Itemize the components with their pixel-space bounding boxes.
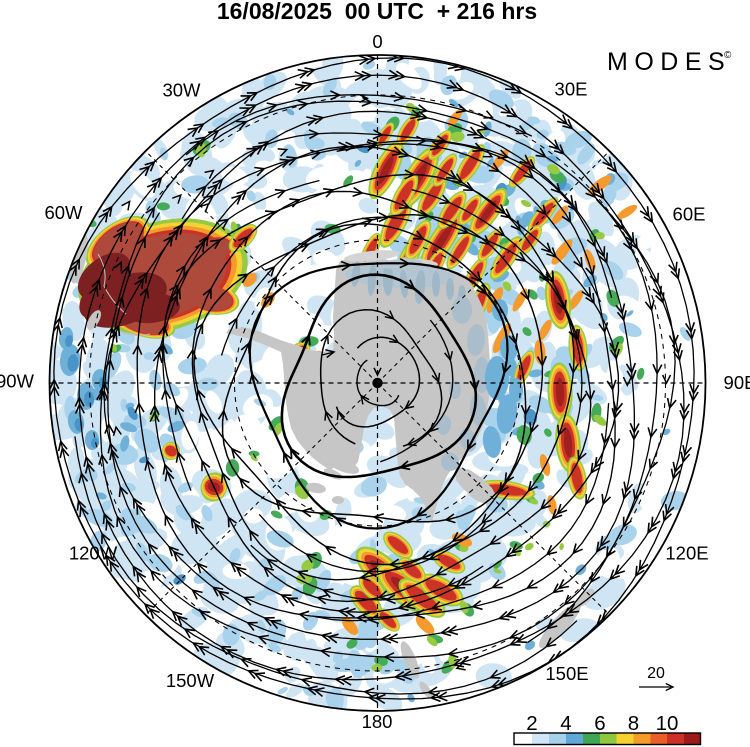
svg-text:90W: 90W	[0, 371, 35, 392]
svg-text:©: ©	[724, 50, 732, 61]
svg-text:120E: 120E	[665, 543, 708, 564]
svg-text:120W: 120W	[69, 543, 118, 564]
svg-text:0: 0	[372, 31, 382, 52]
svg-text:60W: 60W	[44, 202, 83, 223]
svg-text:2: 2	[526, 712, 537, 735]
svg-text:150E: 150E	[545, 663, 588, 684]
svg-text:4: 4	[560, 712, 571, 735]
svg-text:8: 8	[628, 712, 639, 735]
svg-text:6: 6	[594, 712, 605, 735]
svg-text:90E: 90E	[724, 372, 750, 393]
svg-text:30W: 30W	[162, 80, 201, 101]
svg-text:60E: 60E	[673, 204, 706, 225]
svg-text:MODES: MODES	[607, 48, 731, 76]
svg-text:150W: 150W	[166, 670, 215, 691]
svg-text:10: 10	[656, 712, 679, 735]
svg-text:180: 180	[362, 711, 393, 732]
svg-text:16/08/2025 00 UTC + 216 hrs: 16/08/2025 00 UTC + 216 hrs	[217, 0, 537, 24]
svg-text:20: 20	[647, 665, 665, 682]
svg-text:30E: 30E	[555, 79, 588, 100]
